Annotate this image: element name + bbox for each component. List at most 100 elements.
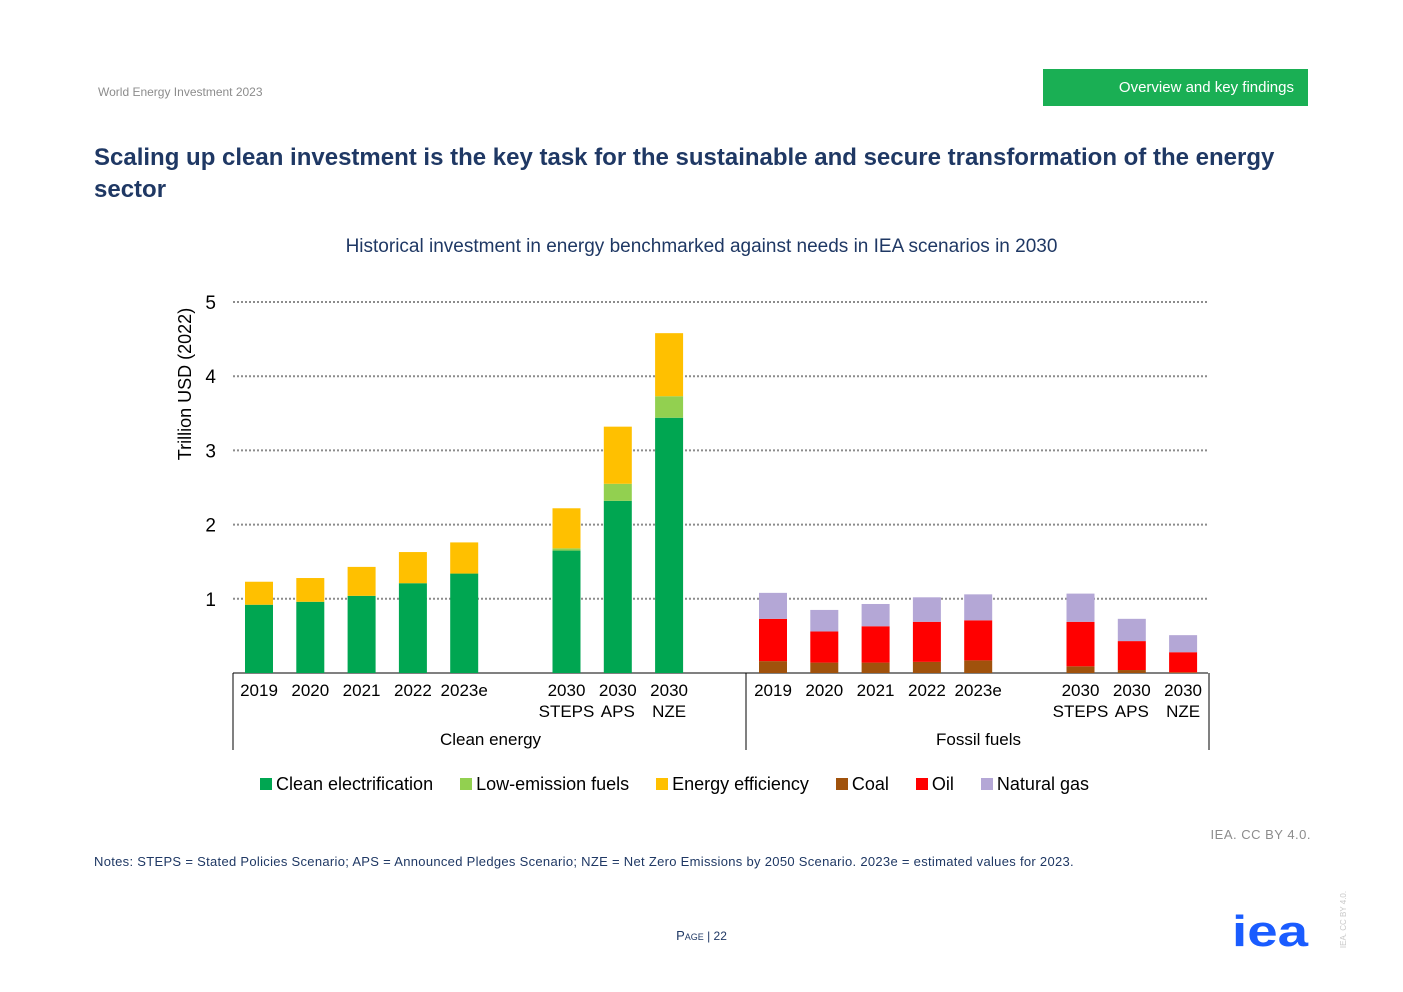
x-tick-label: NZE <box>652 702 686 721</box>
legend-label: Coal <box>851 773 889 794</box>
bar-segment <box>398 552 427 584</box>
bar-segment <box>245 604 273 673</box>
bar-segment <box>759 661 787 673</box>
bar-segment <box>347 566 376 596</box>
bar-segment <box>861 603 890 627</box>
slide-title: Scaling up clean investment is the key t… <box>94 144 1275 203</box>
y-tick-label: 4 <box>205 367 216 388</box>
legend-swatch <box>460 778 473 790</box>
report-name: World Energy Investment 2023 <box>98 85 263 99</box>
x-tick-label: 2020 <box>291 681 329 700</box>
x-tick-label: 2019 <box>754 681 792 700</box>
x-tick-label: STEPS <box>1053 702 1109 721</box>
bar-segment <box>552 548 581 551</box>
bar-segment <box>1117 618 1146 642</box>
bar-segment <box>759 618 787 662</box>
bar-segment <box>810 662 839 673</box>
bar-segment <box>810 609 839 632</box>
bar-segment <box>861 662 890 673</box>
legend-swatch <box>915 778 928 790</box>
page-value: | 22 <box>707 929 727 943</box>
bar-segment <box>552 508 581 549</box>
legend-swatch <box>656 778 669 790</box>
vertical-credit: IEA. CC BY 4.0. <box>1339 890 1349 949</box>
bar-segment <box>912 621 941 662</box>
bar-segment <box>964 660 993 673</box>
page-number: Page | 22 <box>0 928 1403 943</box>
x-tick-label: 2019 <box>240 681 278 700</box>
legend-label: Oil <box>931 773 954 794</box>
bar-segment <box>1066 593 1095 622</box>
bar-segment <box>450 542 479 574</box>
x-tick-label: 2030 <box>548 681 586 700</box>
bar-segment <box>1117 670 1146 673</box>
legend-label: Energy efficiency <box>672 773 809 794</box>
group-label: Fossil fuels <box>936 730 1021 749</box>
section-badge[interactable]: Overview and key findings <box>1043 69 1308 106</box>
x-tick-label: APS <box>1115 702 1149 721</box>
bar-segment <box>245 581 273 605</box>
chart-title: Historical investment in energy benchmar… <box>345 236 1058 257</box>
legend-item: Clean electrification <box>260 774 433 795</box>
legend-swatch <box>835 778 848 790</box>
x-tick-label: NZE <box>1166 702 1200 721</box>
x-tick-label: 2030 <box>650 681 688 700</box>
bar-segment <box>1169 652 1198 673</box>
bar-segment <box>655 417 684 673</box>
x-tick-label: 2022 <box>394 681 432 700</box>
x-tick-label: 2030 <box>599 681 637 700</box>
legend-label: Clean electrification <box>276 773 434 794</box>
x-tick-label: 2021 <box>343 681 381 700</box>
y-tick-label: 2 <box>205 516 216 537</box>
bar-segment <box>912 661 941 673</box>
bar-segment <box>810 631 839 663</box>
legend-swatch <box>980 778 993 790</box>
bar-segment <box>1117 641 1146 671</box>
notes-text: Notes: STEPS = Stated Policies Scenario;… <box>94 854 1074 869</box>
y-axis-label: Trillion USD (2022) <box>175 308 195 460</box>
x-tick-label: APS <box>601 702 635 721</box>
legend-swatch <box>260 778 272 790</box>
legend-item: Natural gas <box>980 773 1089 795</box>
bar-segment <box>552 550 581 673</box>
x-tick-label: 2023e <box>955 681 1002 700</box>
bar-segment <box>450 573 479 673</box>
y-tick-label: 1 <box>205 590 216 611</box>
bar-segment <box>1169 672 1198 673</box>
y-tick-label: 5 <box>205 293 216 314</box>
bar-segment <box>655 333 684 397</box>
credit-text: IEA. CC BY 4.0. <box>1210 827 1311 842</box>
legend-item: Oil <box>915 773 954 795</box>
bar-segment <box>1066 666 1095 673</box>
bar-segment <box>1169 635 1198 653</box>
bar-segment <box>603 483 632 501</box>
legend-item: Energy efficiency <box>656 774 809 795</box>
x-tick-label: 2022 <box>908 681 946 700</box>
y-tick-label: 3 <box>205 441 216 462</box>
bar-segment <box>964 620 993 661</box>
x-tick-label: 2030 <box>1164 681 1202 700</box>
bar-segment <box>296 601 325 673</box>
legend-item: Coal <box>835 773 889 795</box>
x-tick-label: 2023e <box>441 681 488 700</box>
iea-logo-text: iea <box>1232 914 1309 950</box>
bar-segment <box>759 592 787 619</box>
bar-segment <box>347 595 376 673</box>
legend-item: Low-emission fuels <box>460 774 629 795</box>
legend-label: Natural gas <box>996 773 1089 794</box>
bar-segment <box>655 396 684 418</box>
iea-logo[interactable]: iea <box>1232 914 1310 950</box>
chart-legend: Clean electrification Low-emission fuels E… <box>260 772 1116 796</box>
x-tick-label: 2021 <box>857 681 895 700</box>
legend-label: Low-emission fuels <box>476 773 630 794</box>
x-tick-label: 2020 <box>805 681 843 700</box>
group-label: Clean energy <box>440 730 542 749</box>
bar-segment <box>964 594 993 621</box>
bar-segment <box>296 578 325 602</box>
page-word: Page <box>676 928 704 943</box>
x-tick-label: 2030 <box>1113 681 1151 700</box>
bar-segment <box>912 597 941 622</box>
x-tick-label: 2030 <box>1062 681 1100 700</box>
bar-segment <box>398 583 427 673</box>
